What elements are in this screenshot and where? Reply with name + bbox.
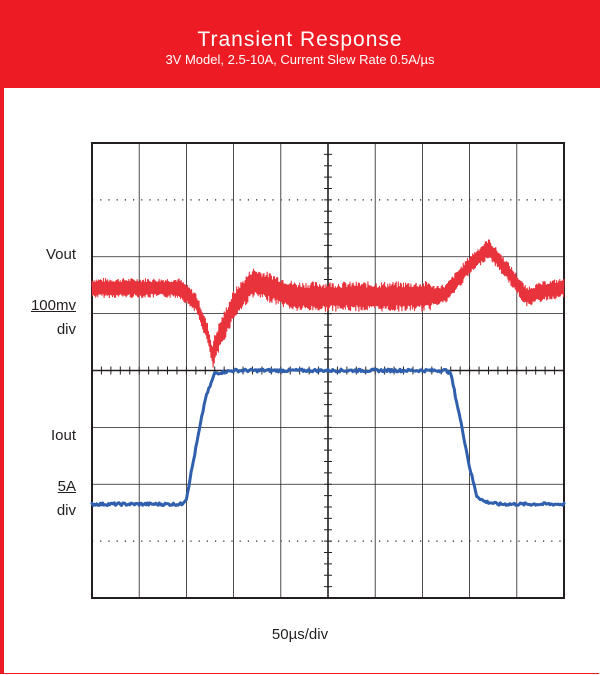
vout-label: Vout [45,246,76,263]
vout-scale-label: 100mv [30,297,76,314]
vout-div-label: div [56,321,76,338]
iout-scale-label: 5A [57,478,76,495]
iout-trace [90,367,566,508]
vout-trace [91,239,565,368]
chart-header: Transient Response 3V Model, 2.5-10A, Cu… [0,0,600,88]
iout-label: Iout [50,427,76,444]
chart-title: Transient Response [197,28,403,51]
chart-subtitle: 3V Model, 2.5-10A, Current Slew Rate 0.5… [165,52,435,67]
time-scale-label: 50µs/div [271,626,329,643]
iout-div-label: div [56,502,76,519]
